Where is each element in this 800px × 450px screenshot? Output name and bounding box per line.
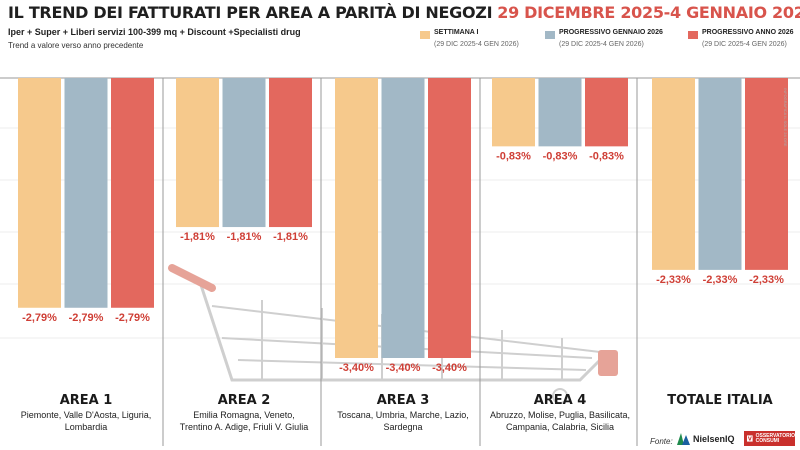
infographic-credit: INFOGRAFICA IL SOLE 24 ORE [783,88,788,147]
bar-value-label: -2,79% [69,312,104,324]
bar-1-series-3 [111,78,154,308]
bar-value-label: -0,83% [543,150,578,162]
legend-sublabel: (29 DIC 2025-4 GEN 2026) [559,41,644,48]
bar-value-labels: -2,79% -2,79% -2,79% -1,81% -1,81% -1,81% -3,4… [22,150,784,374]
bar-5-series-2 [698,78,742,270]
bar-value-label: -2,33% [703,274,738,286]
bar-5-series-1 [652,78,695,270]
chart-title: IL TREND DEI FATTURATI PER AREA A PARITÀ… [8,3,800,22]
logo2-line: CONSUMI [755,437,780,444]
osservatorio-consumi-logo: V OSSERVATORIO CONSUMI [744,431,795,446]
region-line: Sardegna [383,422,423,432]
area-4-regions: Abruzzo, Molise, Puglia, Basilicata, Cam… [482,409,638,433]
cart-handle-icon [168,264,618,376]
region-line: Toscana, Umbria, Marche, Lazio, [337,410,469,420]
bar-2-series-2 [222,78,266,228]
bar-value-label: -3,40% [386,362,421,374]
legend-sublabel: (29 DIC 2025-4 GEN 2026) [702,41,787,48]
area-1-regions: Piemonte, Valle D'Aosta, Liguria, Lombar… [8,409,164,433]
osservatorio-mark-icon: V [747,435,753,442]
legend-swatch [420,31,430,39]
legend-sublabel: (29 DIC 2025-4 GEN 2026) [434,41,519,48]
area-separators [162,78,638,446]
nielseniq-mark-icon [677,433,690,445]
region-line: Lombardia [64,422,108,432]
source-label: Fonte: [650,437,673,446]
bar-4-series-2 [538,78,582,147]
area-1-title: AREA 1 [59,393,113,408]
region-line: Emilia Romagna, Veneto, [193,410,295,420]
nielseniq-logo-text: NielsenIQ [693,434,735,444]
title-main: IL TREND DEI FATTURATI PER AREA A PARITÀ… [8,3,493,22]
nielseniq-logo: NielsenIQ [677,432,739,446]
bar-1-series-2 [64,78,108,308]
bar-5-series-3 [745,78,788,270]
bar-value-label: -1,81% [180,231,215,243]
bars [18,78,788,358]
area-3-regions: Toscana, Umbria, Marche, Lazio, Sardegna [325,409,481,433]
bar-value-label: -0,83% [589,150,624,162]
bar-3-series-1 [335,78,378,358]
bar-3-series-3 [428,78,471,358]
totale-italia-title: TOTALE ITALIA [667,393,773,408]
trend-note: Trend a valore verso anno precedente [8,41,144,50]
logo2-line: OSSERVATORIO [755,432,795,439]
region-line: Trentino A. Adige, Friuli V. Giulia [179,422,309,432]
bar-value-label: -2,33% [749,274,784,286]
title-date: 29 DICEMBRE 2025-4 GENNAIO 2026 [497,3,800,22]
area-4-title: AREA 4 [533,393,587,408]
legend-label: SETTIMANA I [434,29,479,36]
area-3-title: AREA 3 [376,393,430,408]
legend-swatch [688,31,698,39]
bar-4-series-3 [585,78,628,147]
region-line: Campania, Calabria, Sicilia [505,422,615,432]
bar-value-label: -3,40% [339,362,374,374]
region-line: Abruzzo, Molise, Puglia, Basilicata, [489,410,631,420]
bar-4-series-1 [492,78,535,147]
bar-value-label: -0,83% [496,150,531,162]
bar-value-label: -3,40% [432,362,467,374]
bar-2-series-1 [176,78,219,228]
bar-2-series-3 [269,78,312,228]
bar-value-label: -1,81% [273,231,308,243]
legend-label: PROGRESSIVO GENNAIO 2026 [559,29,663,36]
bar-value-label: -2,79% [22,312,57,324]
bar-value-label: -2,33% [656,274,691,286]
bar-value-label: -2,79% [115,312,150,324]
bar-1-series-1 [18,78,61,308]
area-2-title: AREA 2 [217,393,271,408]
legend-label: PROGRESSIVO ANNO 2026 [702,29,794,36]
legend-swatch [545,31,555,39]
region-line: Piemonte, Valle D'Aosta, Liguria, [20,410,152,420]
svg-text:V: V [748,436,752,442]
bar-value-label: -1,81% [227,231,262,243]
subtitle: Iper + Super + Liberi servizi 100-399 mq… [8,27,301,37]
bar-3-series-2 [381,78,425,358]
area-2-regions: Emilia Romagna, Veneto, Trentino A. Adig… [166,409,322,433]
